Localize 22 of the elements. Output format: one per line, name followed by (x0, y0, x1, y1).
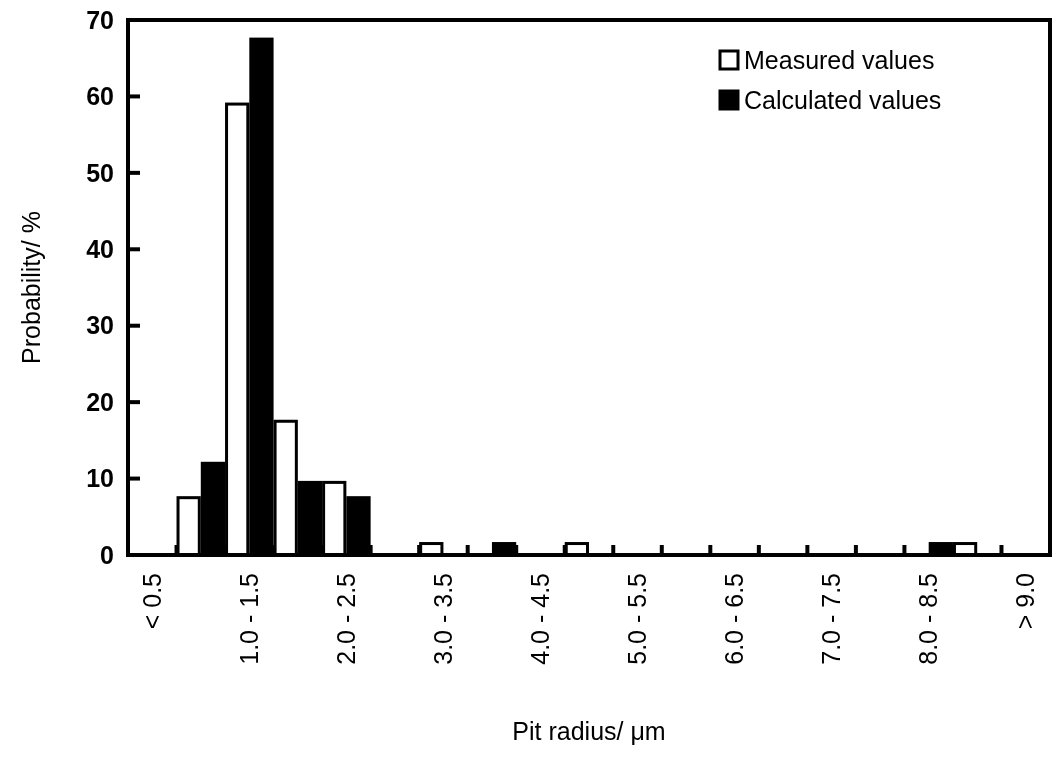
y-tick-label: 40 (86, 235, 114, 264)
x-tick-label: < 0.5 (138, 573, 167, 630)
x-tick-label: 2.0 - 2.5 (332, 573, 361, 665)
y-tick-label: 20 (86, 387, 114, 416)
y-tick-label: 60 (86, 82, 114, 111)
y-axis-title: Probability/ % (17, 211, 45, 364)
x-tick-label: 5.0 - 5.5 (623, 573, 652, 665)
y-tick-label: 10 (86, 464, 114, 493)
y-tick-label: 50 (86, 158, 114, 187)
legend-label: Calculated values (744, 85, 942, 114)
x-tick-label: 8.0 - 8.5 (914, 573, 943, 665)
x-tick-label: 1.0 - 1.5 (235, 573, 264, 665)
y-tick-label: 30 (86, 311, 114, 340)
x-tick-label: > 9.0 (1011, 573, 1040, 630)
y-tick-label: 0 (100, 540, 114, 569)
x-tick-label: 4.0 - 4.5 (526, 573, 555, 665)
x-tick-label: 7.0 - 7.5 (817, 573, 846, 665)
x-tick-label: 3.0 - 3.5 (429, 573, 458, 665)
x-axis-title: Pit radius/ μm (512, 717, 666, 745)
y-tick-label: 70 (86, 5, 114, 34)
x-tick-label: 6.0 - 6.5 (720, 573, 749, 665)
legend-label: Measured values (744, 45, 935, 74)
